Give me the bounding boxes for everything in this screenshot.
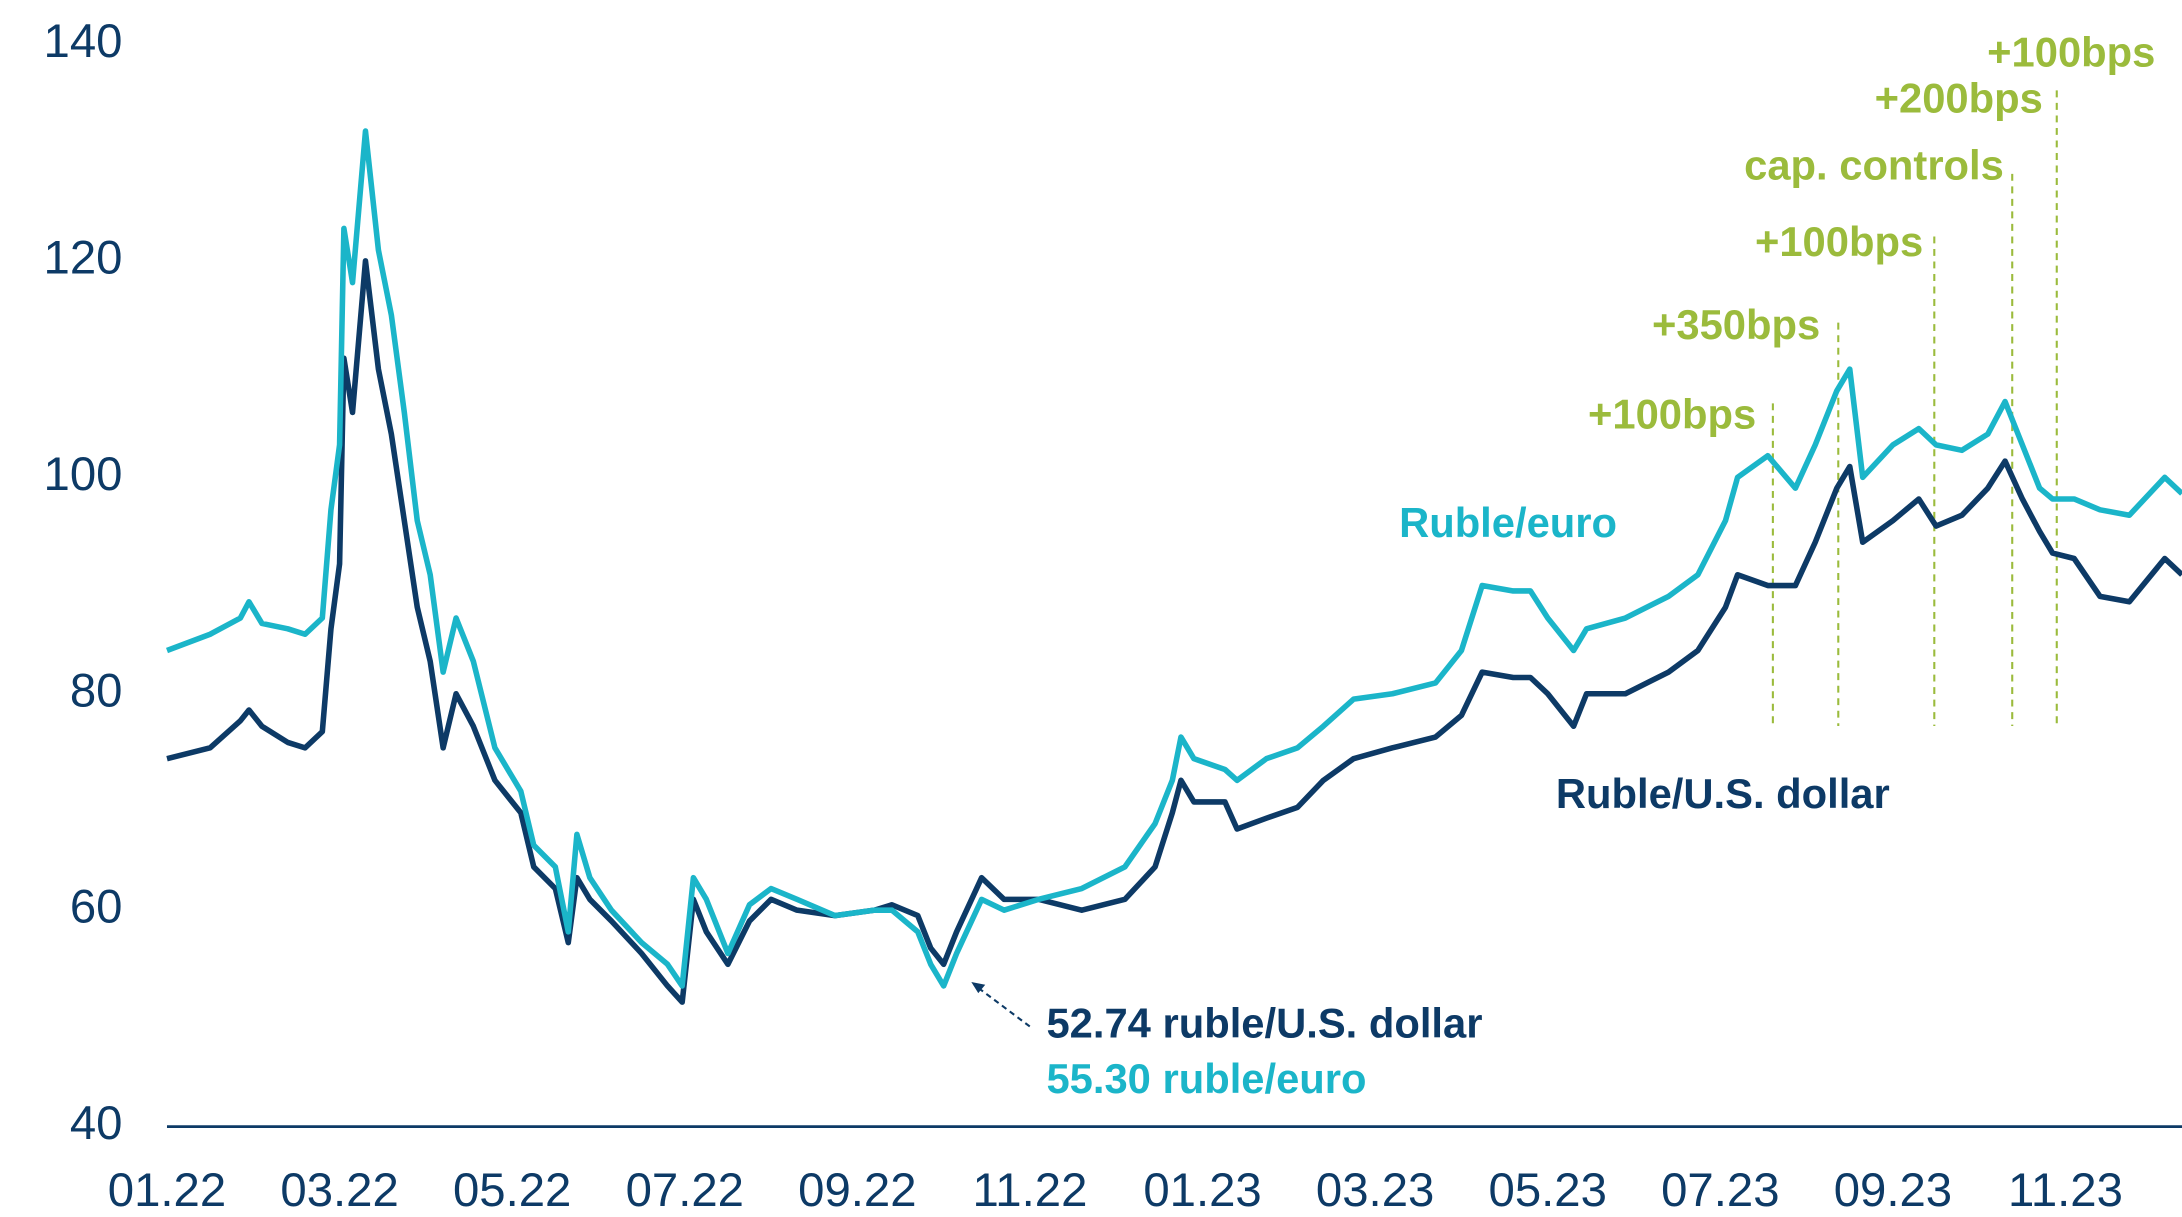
x-tick-label: 09.22: [798, 1164, 916, 1217]
y-tick-label: 80: [70, 664, 123, 717]
callout-usd: 52.74 ruble/U.S. dollar: [1046, 999, 1482, 1046]
event-label: +100bps: [1755, 218, 1923, 265]
y-tick-label: 40: [70, 1097, 123, 1150]
series-line: [166, 128, 2182, 989]
x-tick-label: 09.23: [1834, 1164, 1952, 1217]
callout-arrow: [973, 983, 1031, 1028]
x-tick-label: 05.22: [453, 1164, 571, 1217]
x-tick-label: 11.23: [2008, 1164, 2123, 1217]
series-label: Ruble/U.S. dollar: [1556, 770, 1890, 817]
x-tick-label: 03.23: [1316, 1164, 1434, 1217]
x-tick-label: 01.22: [108, 1164, 226, 1217]
y-tick-label: 140: [44, 15, 123, 68]
event-label: +200bps: [1875, 75, 2043, 122]
event-label: +100bps: [1987, 29, 2155, 76]
callout-eur: 55.30 ruble/euro: [1046, 1055, 1366, 1102]
event-label: +350bps: [1652, 301, 1820, 348]
series-line: [166, 258, 2182, 1005]
event-label: cap. controls: [1744, 141, 2004, 188]
x-tick-label: 11.22: [973, 1164, 1088, 1217]
y-tick-label: 100: [44, 448, 123, 501]
x-tick-label: 01.23: [1143, 1164, 1261, 1217]
event-label: +100bps: [1588, 390, 1756, 437]
series-label: Ruble/euro: [1399, 499, 1617, 546]
x-tick-label: 07.23: [1661, 1164, 1779, 1217]
callout-arrowhead: [971, 981, 986, 994]
y-tick-label: 120: [44, 231, 123, 284]
x-tick-label: 07.22: [626, 1164, 744, 1217]
x-tick-label: 05.23: [1489, 1164, 1607, 1217]
y-tick-label: 60: [70, 881, 123, 934]
x-tick-label: 03.22: [280, 1164, 398, 1217]
